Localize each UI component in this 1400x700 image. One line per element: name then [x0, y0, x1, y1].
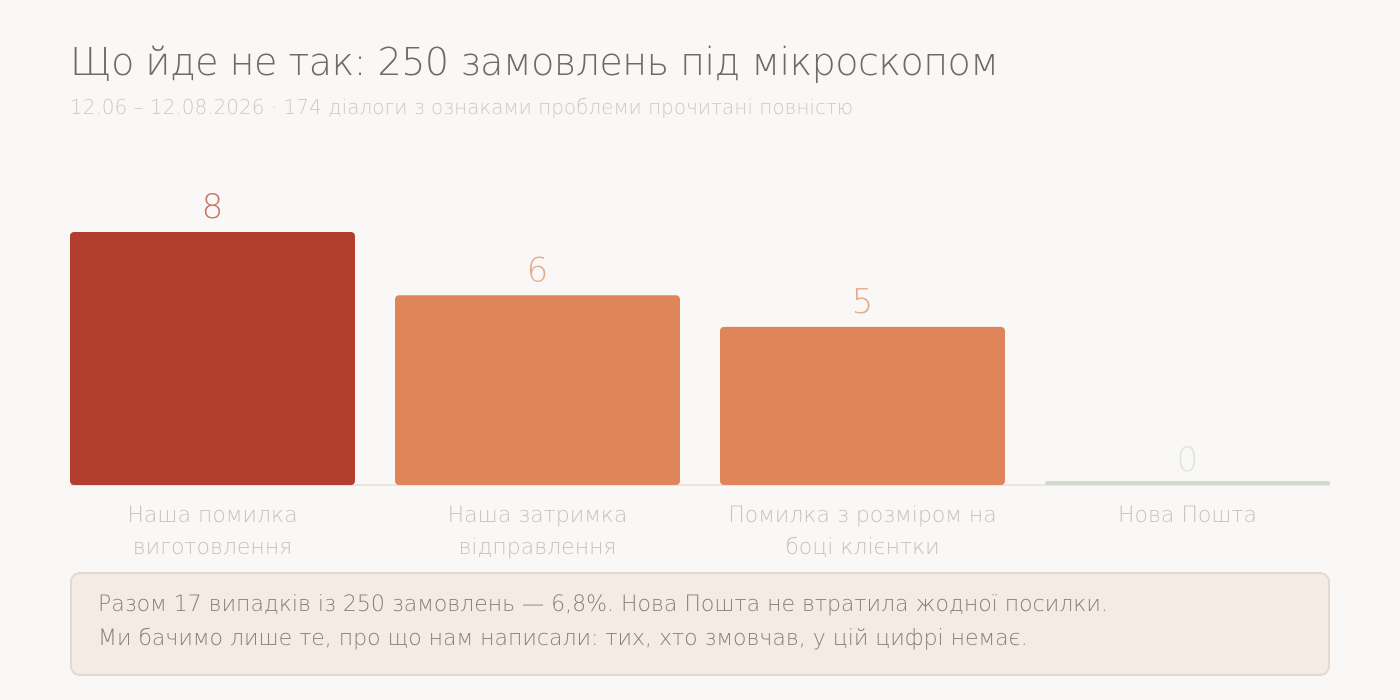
value-label: 5: [852, 282, 874, 322]
category-label: Наша помилка виготовлення: [127, 503, 298, 560]
bar: [395, 295, 680, 485]
value-label: 0: [1177, 440, 1199, 480]
value-label: 8: [202, 187, 224, 227]
bar: [1045, 481, 1330, 485]
note-line: Ми бачимо лише те, про що нам написали: …: [98, 626, 1028, 651]
note: Разом 17 випадків із 250 замовлень — 6,8…: [70, 572, 1330, 676]
category-label: Наша затримка відправлення: [447, 503, 628, 560]
category-label: Помилка з розміром на боці клієнтки: [728, 503, 997, 560]
note-line: Разом 17 випадків із 250 замовлень — 6,8…: [98, 592, 1108, 617]
category-label: Нова Пошта: [1117, 503, 1258, 528]
bar: [70, 232, 355, 485]
bar: [720, 326, 1005, 485]
chart-subtitle: 12.06 – 12.08.2026 · 174 діалоги з ознак…: [70, 95, 854, 119]
chart-title: Що йде не так: 250 замовлень під мікроск…: [70, 40, 999, 84]
value-label: 6: [527, 250, 549, 290]
